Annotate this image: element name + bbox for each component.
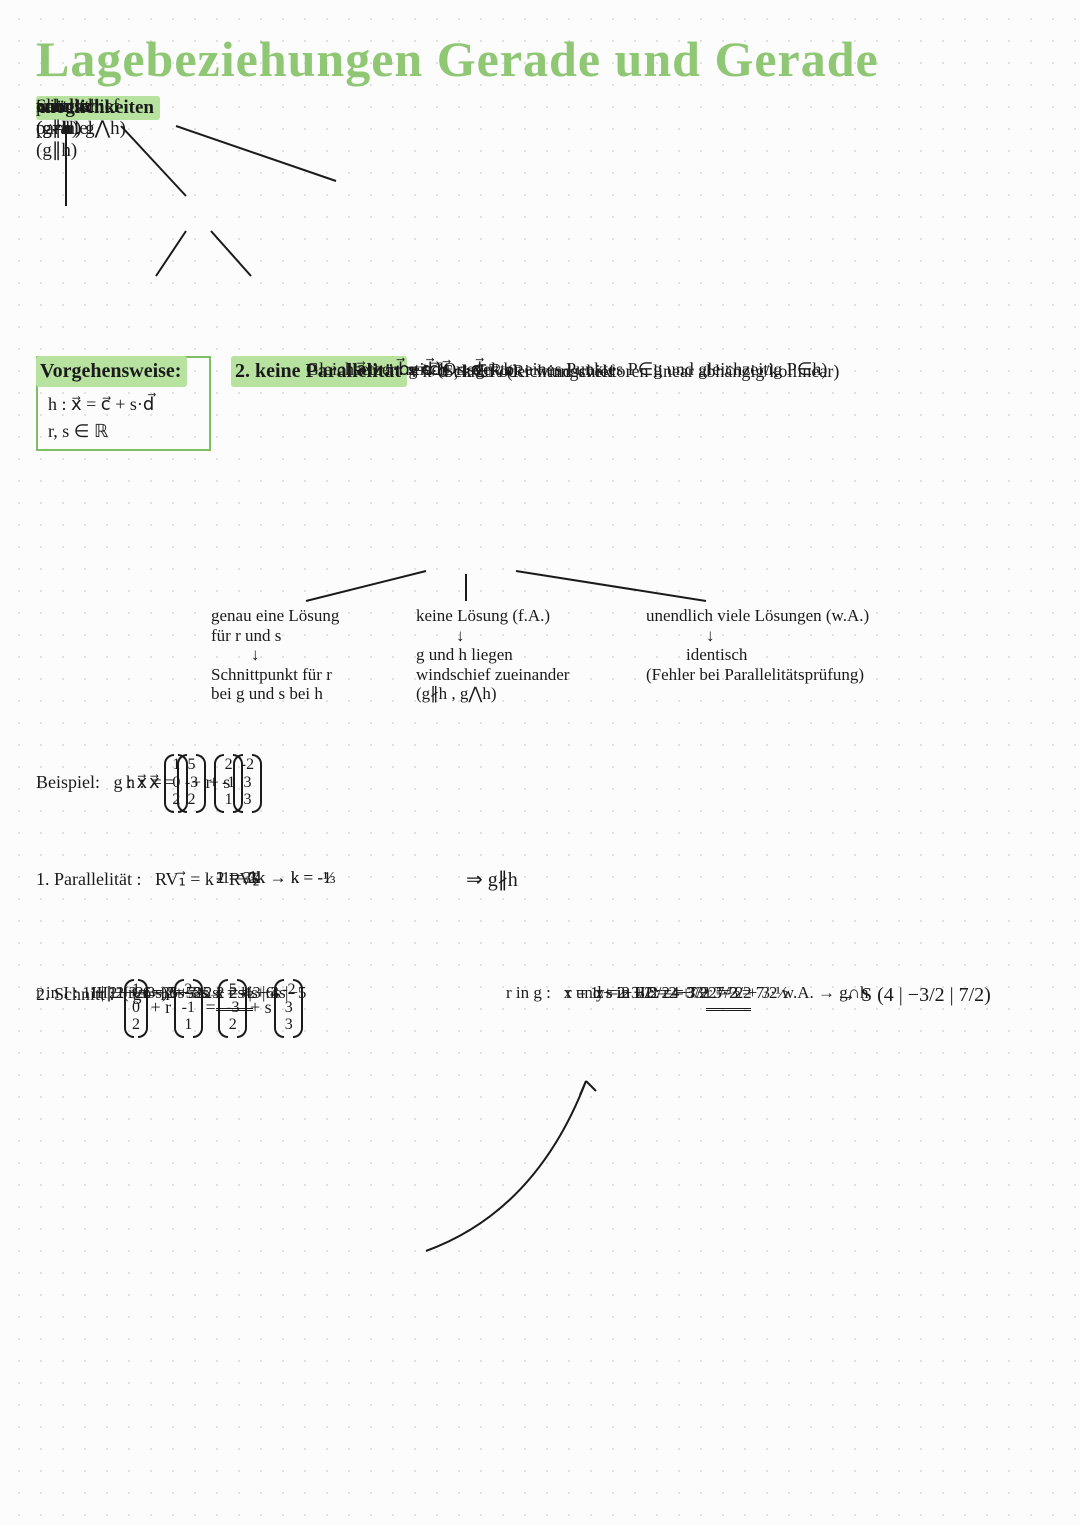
h-d-2: 3 bbox=[241, 791, 254, 809]
para-res: ⇒ g∦h bbox=[466, 866, 518, 895]
possibilities-tree: möglichkeiten Schnitt (g∩h) parallel win… bbox=[36, 96, 1044, 356]
tree-identisch: identisch (g=h) bbox=[36, 96, 105, 140]
br-right-t: unendlich viele Lösungen (w.A.) bbox=[646, 606, 869, 625]
h-c-2: 2 bbox=[185, 791, 198, 809]
branch-lines bbox=[236, 556, 886, 606]
procedure-block: g : x⃗ = a⃗ + r·b⃗ h : x⃗ = c⃗ + s·d⃗ r,… bbox=[36, 356, 1044, 606]
para-check: 1. Parallelität : RV₁⃗ = k · RV₂⃗ 2 = -2… bbox=[36, 866, 1044, 981]
h-d-1: 3 bbox=[241, 774, 254, 792]
br-right-r2: (Fehler bei Parallelitätsprüfung) bbox=[646, 665, 864, 684]
h-d-0: -2 bbox=[241, 756, 254, 774]
step2-eq: a⃗ + r·b⃗ = c⃗ + s·d⃗ bbox=[356, 356, 482, 382]
rinI-d: s = ½ bbox=[216, 981, 253, 1011]
schnitt-block: 2. Schnitt : g = h 102 + r 2-11 = 5-32 +… bbox=[36, 981, 1044, 1311]
br-left-s: für r und s bbox=[211, 626, 281, 645]
br-mid-r2: windschief zueinander bbox=[416, 665, 569, 684]
vorgehen-label: Vorgehensweise: bbox=[36, 356, 187, 387]
example-block: Beispiel: g : x⃗ = 102 + r 2-11 h : x⃗ =… bbox=[36, 756, 1044, 866]
br-left-t: genau eine Lösung bbox=[211, 606, 339, 625]
s-hc-2: 2 bbox=[226, 1016, 239, 1034]
page-title: Lagebeziehungen Gerade und Gerade bbox=[36, 30, 1044, 88]
br-right-r1: identisch bbox=[686, 645, 747, 664]
ring-t: r in g : bbox=[506, 983, 551, 1002]
br-mid-r1: g und h liegen bbox=[416, 645, 513, 664]
box-rs: r, s ∈ ℝ bbox=[48, 418, 199, 445]
br-left-r2: bei g und s bei h bbox=[211, 684, 323, 703]
ring-z: z = 2 + 3/2 = 7/2 bbox=[596, 981, 710, 1006]
s-gb-2: 1 bbox=[182, 1016, 195, 1034]
para-title: 1. Parallelität : bbox=[36, 869, 141, 889]
para-l3: 1 = 3k bbox=[216, 866, 260, 891]
example-label: Beispiel: bbox=[36, 772, 100, 792]
h-c-1: -3 bbox=[185, 774, 198, 792]
h-c-0: 5 bbox=[185, 756, 198, 774]
result-point: → S (4 | −3/2 | 7/2) bbox=[836, 981, 991, 1010]
br-left-r1: Schnittpunkt für r bbox=[211, 665, 332, 684]
box-h: h : x⃗ = c⃗ + s·d⃗ bbox=[48, 391, 199, 418]
tree-lines bbox=[36, 96, 636, 356]
example-h-pre: h : x⃗ = bbox=[126, 772, 174, 792]
br-mid-t: keine Lösung (f.A.) bbox=[416, 606, 550, 625]
branch-results: genau eine Lösung für r und s ↓ Schnittp… bbox=[36, 606, 1044, 756]
s-hd-2: 3 bbox=[282, 1016, 295, 1034]
s-ga-2: 2 bbox=[132, 1016, 140, 1034]
br-mid-r3: (g∦h , g⋀h) bbox=[416, 684, 497, 703]
curve-arrow bbox=[416, 1071, 616, 1261]
